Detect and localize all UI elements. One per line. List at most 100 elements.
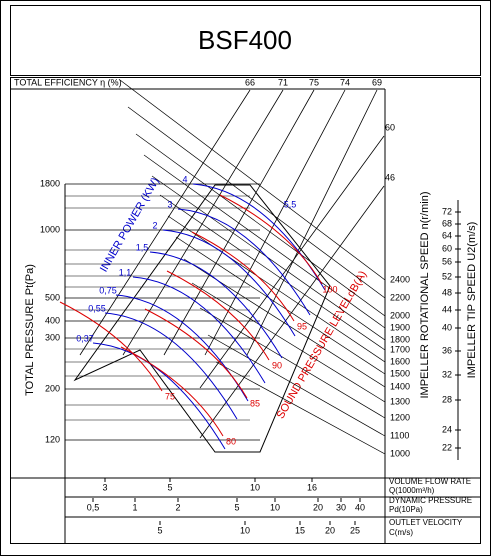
speed-line	[215, 361, 386, 455]
efficiency-line	[79, 89, 251, 356]
dynamic-tick: 5	[234, 502, 239, 512]
efficiency-line	[199, 135, 385, 389]
power-value: 0,37	[76, 333, 94, 343]
speed-line	[191, 282, 386, 403]
power-value: 5,5	[284, 199, 297, 209]
velocity-tick: 10	[240, 525, 250, 535]
sound-value: 80	[226, 436, 236, 446]
speed-tick: 1800	[390, 334, 410, 344]
tip-tick: 72	[442, 206, 452, 216]
speed-line	[135, 133, 386, 317]
tip-tick: 40	[442, 322, 452, 332]
velocity-tick: 20	[325, 525, 335, 535]
power-curve	[177, 208, 311, 316]
dynamic-tick: 2	[175, 502, 180, 512]
sound-curve	[219, 194, 323, 285]
speed-tick: 1300	[390, 396, 410, 406]
flow-label: VOLUME FLOW RATE	[389, 477, 471, 486]
power-value: 0,75	[99, 285, 117, 295]
tip-tick: 60	[442, 243, 452, 253]
efficiency-value: 74	[340, 77, 350, 87]
speed-line	[175, 236, 386, 375]
title-box	[10, 5, 481, 76]
flow-tick: 5	[167, 482, 172, 492]
speed-tick: 1400	[390, 381, 410, 391]
sound-value: 85	[250, 398, 260, 408]
sound-value: 90	[272, 360, 282, 370]
dynamic-unit: Pd(10Pa)	[389, 505, 423, 514]
dynamic-tick: 30	[336, 502, 346, 512]
y-tick-label: 200	[45, 383, 60, 393]
speed-tick: 2200	[390, 292, 410, 302]
efficiency-value: 75	[309, 77, 319, 87]
speed-tick: 1600	[390, 356, 410, 366]
power-value: 4	[182, 174, 187, 184]
tip-tick: 36	[442, 345, 452, 355]
speed-tick: 1700	[390, 344, 410, 354]
velocity-tick: 5	[157, 525, 162, 535]
efficiency-line	[246, 89, 378, 356]
tip-tick: 68	[442, 218, 452, 228]
power-value: 1,1	[119, 267, 132, 277]
tip-label: IMPELLER TIP SPEED U2(m/s)	[466, 222, 478, 379]
y-tick-label: 1800	[40, 178, 60, 188]
dynamic-tick: 1	[132, 502, 137, 512]
y-axis-label: TOTAL PRESSURE Pt(Pa)	[24, 264, 36, 396]
power-curve	[132, 276, 266, 384]
efficiency-side: 46	[385, 172, 395, 182]
tip-tick: 32	[442, 369, 452, 379]
speed-tick: 1500	[390, 368, 410, 378]
sound-curve	[191, 231, 295, 322]
tip-tick: 24	[442, 424, 452, 434]
power-value: 3	[167, 199, 172, 209]
y-tick-label: 1000	[40, 224, 60, 234]
tip-tick: 28	[442, 394, 452, 404]
y-tick-label: 300	[45, 332, 60, 342]
velocity-tick: 25	[350, 525, 360, 535]
sound-curve	[59, 301, 163, 392]
speed-line	[207, 334, 386, 437]
power-curve	[92, 342, 226, 450]
power-curve	[149, 251, 283, 359]
efficiency-side: 60	[385, 122, 395, 132]
speed-tick: 1000	[390, 448, 410, 458]
dynamic-tick: 10	[270, 502, 280, 512]
velocity-unit: C(m/s)	[389, 528, 413, 537]
efficiency-label: TOTAL EFFICIENCY η (%)	[14, 77, 122, 87]
speed-tick: 1200	[390, 412, 410, 422]
dynamic-label: DYNAMIC PRESSURE	[389, 496, 472, 505]
efficiency-line	[163, 89, 315, 356]
speed-tick: 2400	[390, 274, 410, 284]
sound-value: 75	[165, 391, 175, 401]
speed-label: IMPELLER ROTATIONAL SPEED n(r/min)	[419, 191, 431, 398]
tip-tick: 64	[442, 230, 452, 240]
power-curve	[104, 312, 238, 420]
sound-curve	[166, 270, 270, 361]
tip-tick: 56	[442, 256, 452, 266]
tip-tick: 48	[442, 287, 452, 297]
sound-curve	[144, 308, 248, 399]
tip-tick: 44	[442, 304, 452, 314]
flow-tick: 3	[102, 482, 107, 492]
speed-line	[159, 194, 386, 351]
speed-tick: 2000	[390, 310, 410, 320]
power-value: 0,55	[88, 303, 106, 313]
flow-unit: Q(1000m³/h)	[389, 486, 435, 495]
flow-tick: 16	[307, 482, 317, 492]
efficiency-line	[199, 185, 385, 439]
speed-tick: 1100	[390, 430, 409, 440]
dynamic-tick: 20	[313, 502, 323, 512]
efficiency-value: 69	[372, 77, 382, 87]
speed-line	[143, 154, 386, 329]
y-tick-label: 500	[45, 292, 60, 302]
speed-line	[199, 307, 386, 419]
sound-value: 95	[297, 321, 307, 331]
velocity-tick: 15	[295, 525, 305, 535]
power-curve	[162, 229, 296, 337]
y-tick-label: 120	[45, 434, 60, 444]
speed-line	[119, 79, 386, 281]
dynamic-tick: 0,5	[87, 502, 100, 512]
velocity-label: OUTLET VELOCITY	[389, 518, 463, 527]
efficiency-value: 66	[245, 77, 255, 87]
